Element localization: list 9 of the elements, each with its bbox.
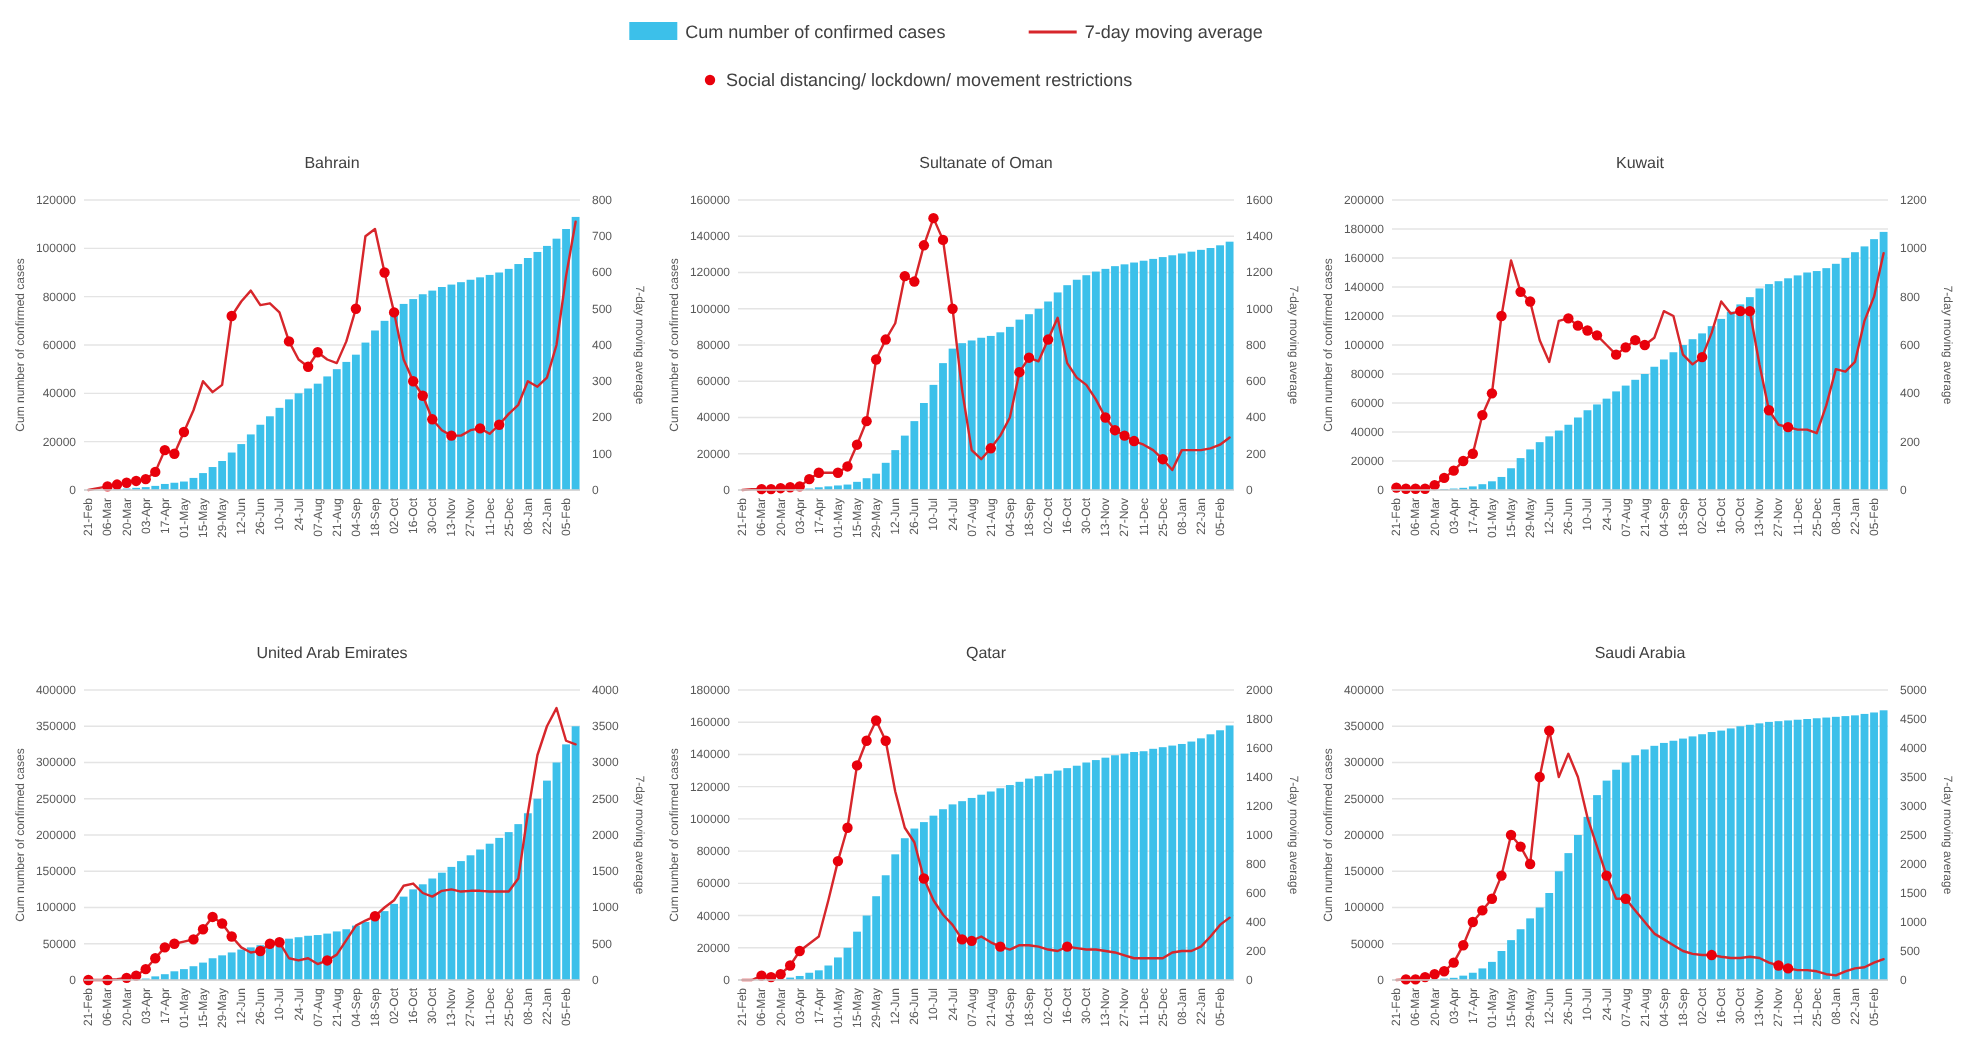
chart-title: United Arab Emirates	[256, 644, 408, 662]
legend-label: Social distancing/ lockdown/ movement restrictions	[726, 69, 1134, 90]
chart-title: Qatar	[965, 644, 1007, 662]
chart-title: Sultanate of Oman	[919, 154, 1053, 172]
chart-title: Saudi Arabia	[1594, 644, 1687, 662]
legend-label: 7-day moving average	[1084, 21, 1263, 42]
chart-title: Kuwait	[1615, 154, 1666, 172]
legend-label: Cum number of confirmed cases	[685, 21, 947, 42]
chart-title: Bahrain	[304, 154, 360, 172]
